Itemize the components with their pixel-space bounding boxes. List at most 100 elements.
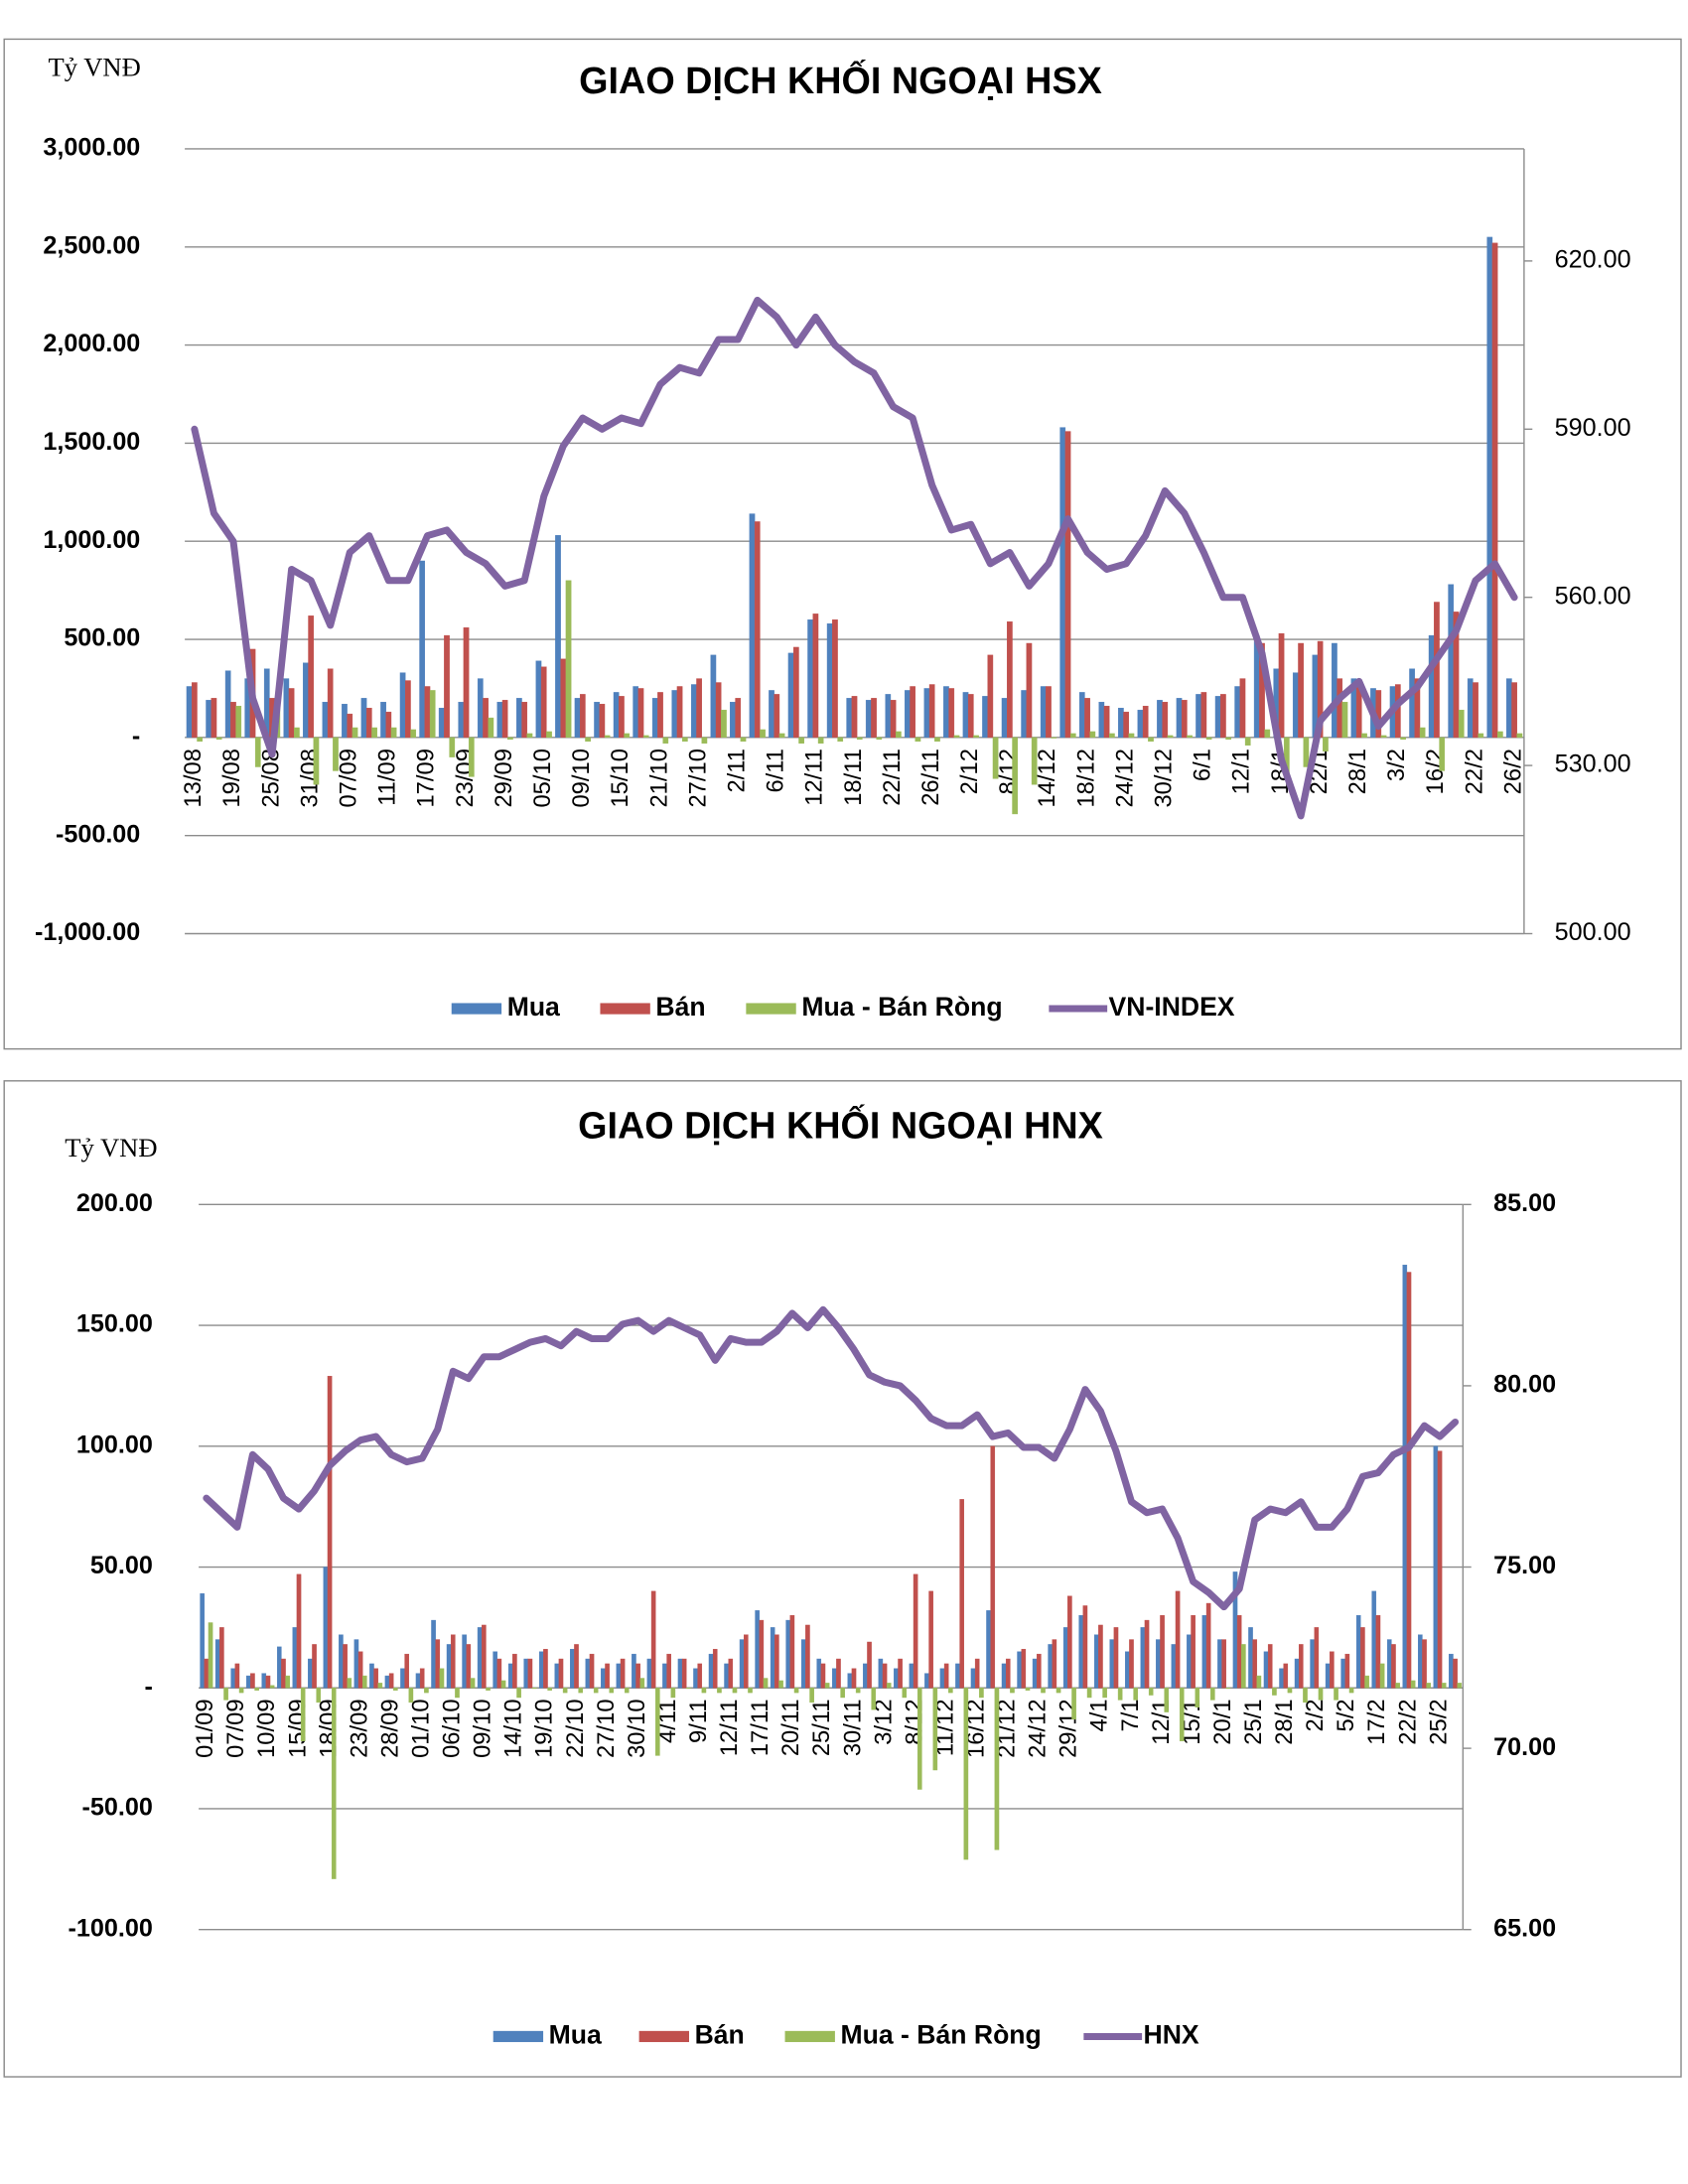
bar (1314, 1627, 1320, 1689)
bar (605, 1663, 610, 1689)
y2-tick-label: 75.00 (1493, 1552, 1556, 1579)
bar (535, 660, 542, 739)
x-tick-label: 24/12 (1025, 1699, 1052, 1757)
bar (744, 1634, 749, 1689)
bar (449, 737, 456, 757)
bar (1037, 1653, 1042, 1689)
bar (400, 1668, 405, 1689)
bar (444, 634, 450, 739)
bar (962, 692, 969, 739)
bar (671, 690, 678, 739)
y-tick-label: 150.00 (76, 1310, 153, 1338)
bar (1140, 1627, 1146, 1689)
bar (732, 1688, 738, 1694)
x-tick-label: 15/10 (607, 749, 633, 807)
bar (516, 698, 522, 739)
bar (1181, 700, 1188, 739)
x-tick-label: 5/2 (1333, 1699, 1359, 1731)
bar (558, 1658, 564, 1689)
bar (1109, 733, 1115, 739)
bar (798, 737, 804, 744)
legend-swatch (600, 1003, 650, 1015)
bar (234, 1663, 240, 1689)
bar (342, 704, 348, 739)
bar (905, 690, 911, 739)
y-tick-label: -500.00 (56, 820, 140, 848)
bar (424, 1688, 429, 1694)
bar (1026, 642, 1033, 739)
bar (963, 1688, 969, 1860)
bar (408, 1688, 414, 1704)
bar (1298, 1644, 1304, 1689)
bar (1234, 686, 1241, 739)
bar (1071, 1688, 1076, 1720)
bar (789, 1615, 795, 1689)
x-tick-label: 23/09 (452, 749, 479, 807)
bar (1098, 1624, 1103, 1689)
bar (973, 735, 979, 739)
bar (943, 1663, 949, 1689)
bar (686, 1688, 691, 1690)
bar (1196, 694, 1201, 739)
bar (230, 702, 236, 739)
bar (885, 694, 892, 739)
bar (1001, 1663, 1007, 1689)
bar (599, 704, 606, 739)
bar (574, 698, 581, 739)
legend-label: Mua - Bán Ròng (841, 2019, 1042, 2049)
bar (186, 686, 193, 739)
bar (347, 1678, 352, 1689)
bar (609, 1688, 615, 1694)
bar (851, 1668, 857, 1689)
bar (740, 737, 747, 743)
y-tick-label: 100.00 (76, 1431, 153, 1458)
bar (681, 737, 688, 743)
bar (323, 1567, 329, 1689)
x-tick-label: 26/2 (1499, 749, 1526, 794)
x-tick-label: 14/12 (1034, 749, 1060, 807)
legend-label: Mua (549, 2019, 602, 2049)
y2-tick-label: 500.00 (1555, 918, 1631, 946)
bar (696, 678, 702, 739)
y-tick-label: 2,000.00 (43, 330, 140, 357)
bar (948, 688, 955, 739)
bar (322, 702, 329, 739)
bar (594, 702, 600, 739)
bar (928, 1590, 933, 1689)
bar (462, 1634, 467, 1689)
bar (613, 692, 620, 739)
bar (1040, 686, 1047, 739)
x-tick-label: 17/2 (1363, 1699, 1390, 1744)
bar (1021, 1649, 1027, 1689)
legend-label: VN-INDEX (1109, 992, 1235, 1022)
bar (896, 731, 902, 739)
x-tick-label: 2/11 (723, 749, 750, 792)
bar (619, 696, 625, 739)
bar (1048, 1644, 1053, 1689)
legend-swatch (492, 2030, 544, 2043)
bar (992, 737, 999, 779)
bar (748, 1688, 753, 1694)
legend-swatch (784, 2030, 835, 2043)
bar (816, 1658, 822, 1689)
bar (399, 672, 406, 739)
bar (1032, 1658, 1038, 1689)
bar (809, 1688, 814, 1704)
bar (560, 658, 567, 739)
bar (294, 727, 300, 739)
bar (1012, 737, 1019, 815)
bar (500, 1680, 506, 1689)
y-tick-label: 1,000.00 (43, 526, 140, 554)
bar (953, 735, 960, 739)
bar (1418, 1634, 1423, 1689)
bar (697, 1663, 703, 1689)
bar (856, 737, 863, 741)
bar (1001, 698, 1008, 739)
x-tick-label: 30/12 (1151, 749, 1178, 807)
bar (1448, 584, 1455, 739)
bar (620, 1658, 626, 1689)
y2-tick-label: 530.00 (1555, 751, 1631, 778)
x-tick-label: 01/10 (408, 1699, 435, 1757)
bar (1124, 1651, 1130, 1689)
